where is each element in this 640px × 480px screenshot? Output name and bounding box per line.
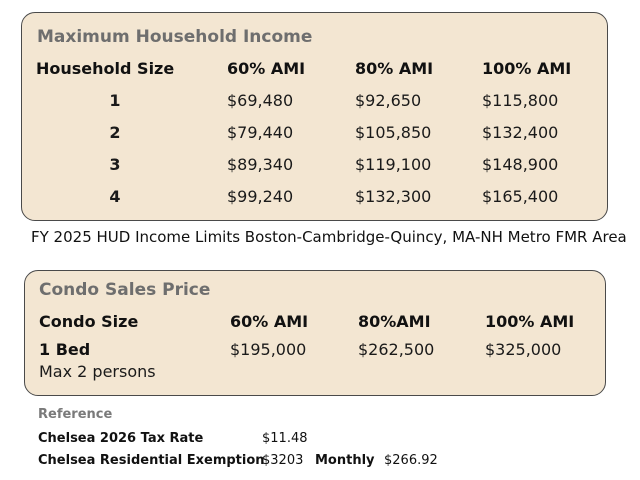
table-cell: $165,400 [482, 187, 559, 206]
table-cell: $79,440 [227, 123, 294, 142]
income-limits-card: Maximum Household Income Household Size … [21, 12, 608, 221]
monthly-label: Monthly [315, 453, 375, 468]
table-cell: $89,340 [227, 155, 294, 174]
condo-price-100: $325,000 [485, 340, 562, 359]
table-cell: $99,240 [227, 187, 294, 206]
monthly-value: $266.92 [384, 453, 438, 468]
exemption-value: $3203 [262, 453, 304, 468]
source-caption: FY 2025 HUD Income Limits Boston-Cambrid… [31, 228, 627, 246]
table-cell: $148,900 [482, 155, 559, 174]
header-100-ami: 100% AMI [482, 59, 572, 78]
tax-rate-label: Chelsea 2026 Tax Rate [38, 431, 204, 446]
table-cell: $132,300 [355, 187, 432, 206]
table-cell: $92,650 [355, 91, 422, 110]
condo-price-60: $195,000 [230, 340, 307, 359]
table-cell: $105,850 [355, 123, 432, 142]
header-60-ami: 60% AMI [230, 312, 309, 331]
table-cell: $119,100 [355, 155, 432, 174]
condo-size-note: Max 2 persons [39, 362, 156, 381]
table-row-size: 1 [109, 91, 121, 110]
condo-card-title: Condo Sales Price [39, 280, 211, 300]
table-cell: $69,480 [227, 91, 294, 110]
header-80-ami: 80%AMI [358, 312, 431, 331]
condo-price-card: Condo Sales Price Condo Size 60% AMI 80%… [24, 270, 606, 396]
table-cell: $132,400 [482, 123, 559, 142]
table-cell: $115,800 [482, 91, 559, 110]
exemption-label: Chelsea Residential Exemption [38, 453, 265, 468]
condo-price-80: $262,500 [358, 340, 435, 359]
tax-rate-value: $11.48 [262, 431, 308, 446]
condo-size-value: 1 Bed [39, 340, 91, 359]
table-row-size: 2 [109, 123, 121, 142]
header-condo-size: Condo Size [39, 312, 139, 331]
table-row-size: 4 [109, 187, 121, 206]
header-household-size: Household Size [36, 59, 175, 78]
header-100-ami: 100% AMI [485, 312, 575, 331]
reference-title: Reference [38, 407, 113, 422]
table-row-size: 3 [109, 155, 121, 174]
income-card-title: Maximum Household Income [37, 27, 313, 47]
header-80-ami: 80% AMI [355, 59, 434, 78]
header-60-ami: 60% AMI [227, 59, 306, 78]
